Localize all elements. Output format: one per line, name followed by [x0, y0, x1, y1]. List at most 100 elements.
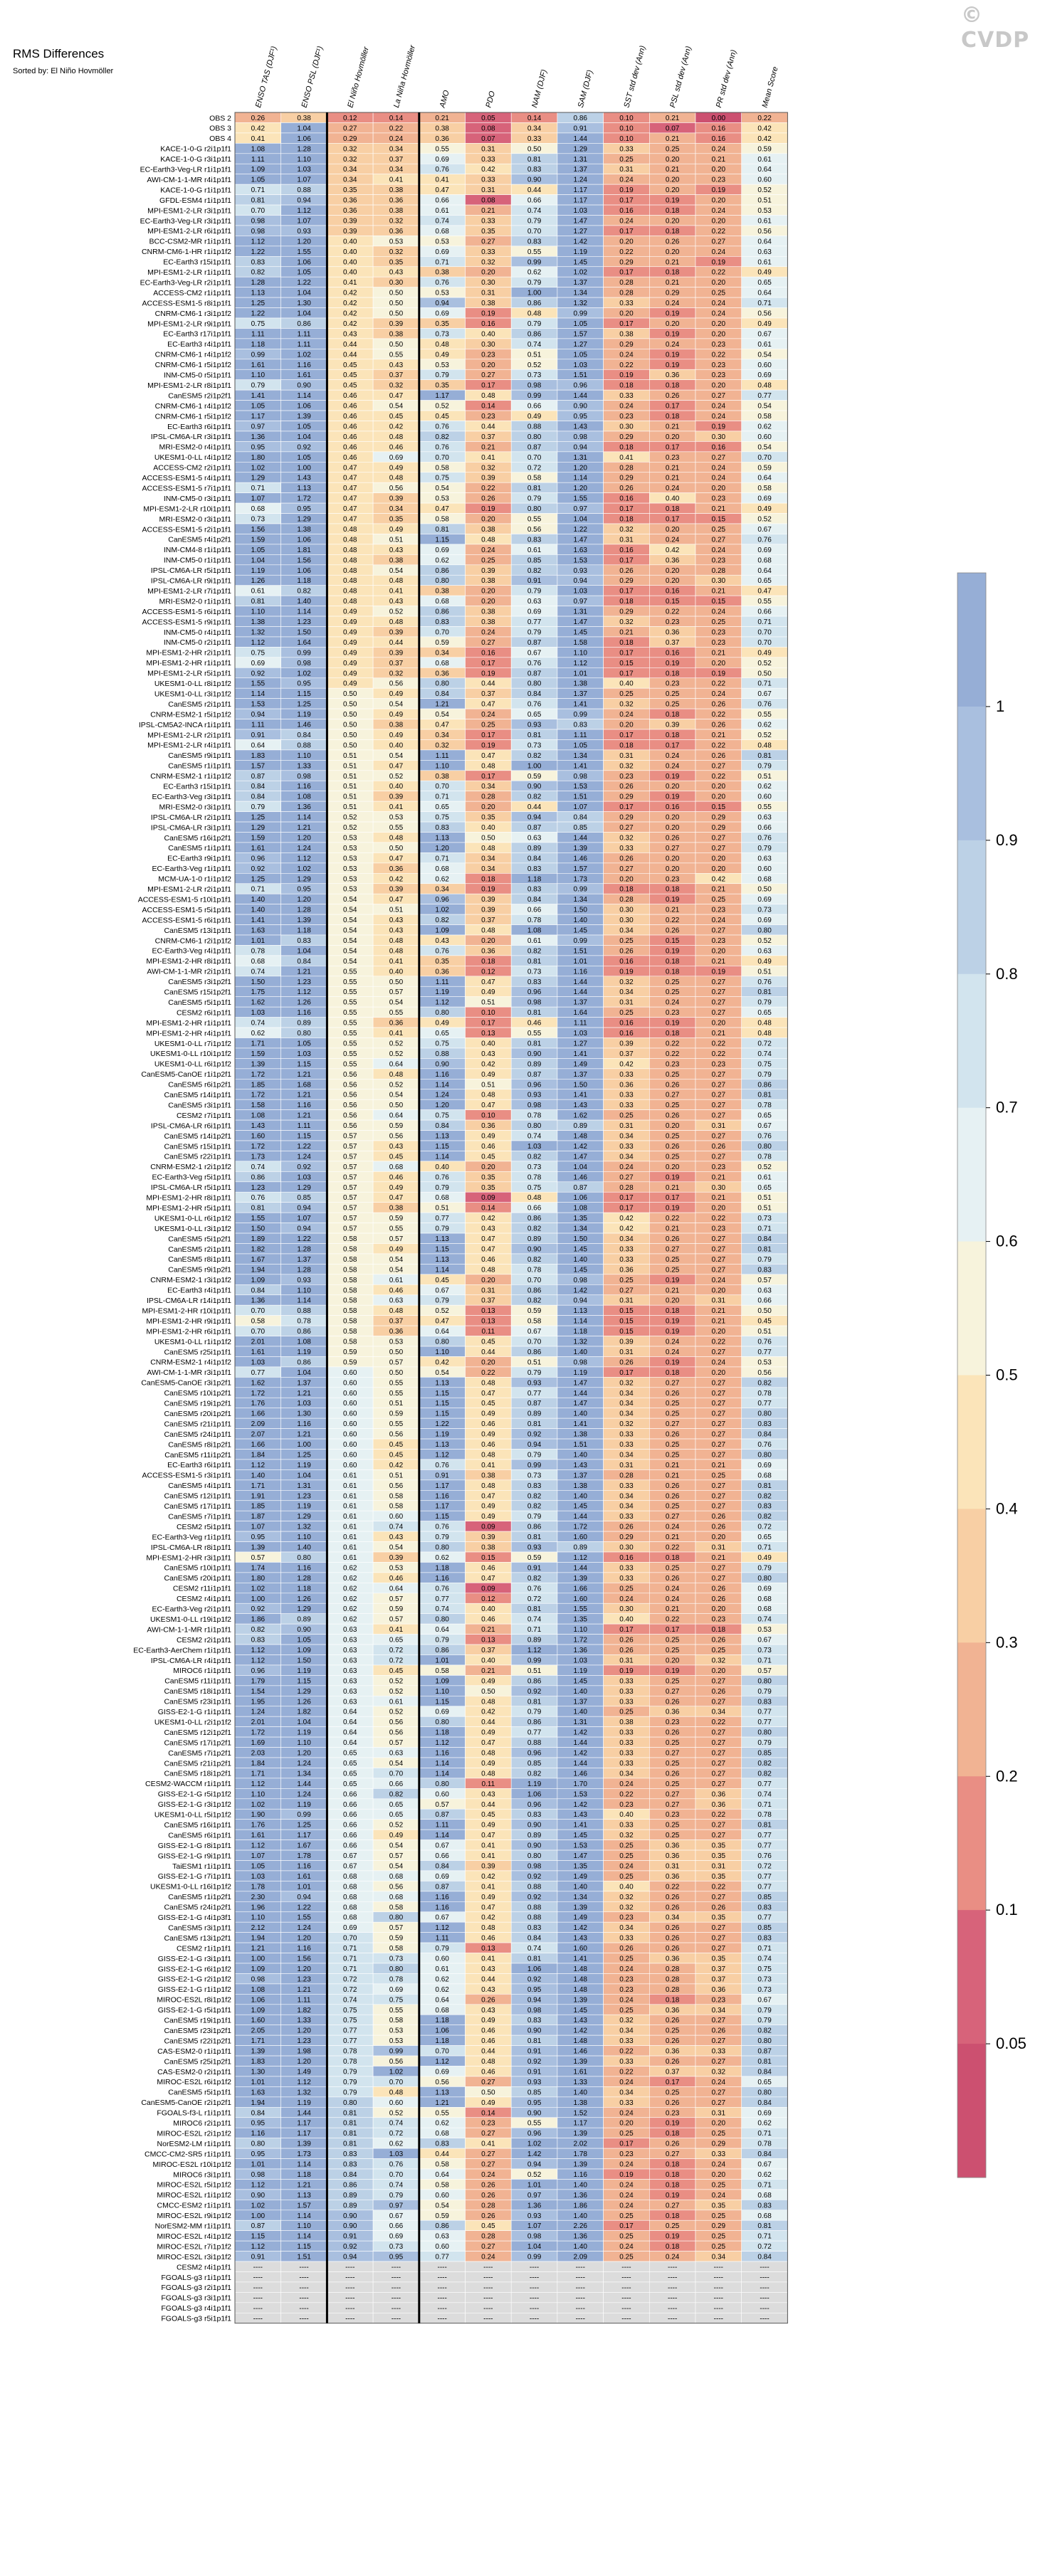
cell-value: 0.25	[666, 988, 680, 996]
cell-value: 0.40	[389, 968, 404, 976]
cell-value: 0.56	[389, 1883, 404, 1891]
cell-value: 0.80	[757, 1729, 772, 1737]
cell-value: 0.53	[343, 865, 357, 873]
cell-value: 0.79	[343, 2089, 357, 2096]
cell-value: 0.94	[297, 197, 311, 205]
cell-value: 0.33	[712, 2150, 726, 2158]
cell-value: 0.17	[619, 556, 634, 564]
cell-value: 0.41	[389, 176, 404, 184]
cell-value: 0.19	[619, 968, 634, 976]
cell-value: 0.22	[712, 1339, 726, 1346]
cell-value: 0.50	[343, 722, 357, 729]
cell-value: 0.70	[251, 1307, 266, 1315]
cell-value: 0.41	[481, 1842, 495, 1850]
cell-value: 0.68	[435, 2130, 449, 2138]
cell-value: 0.57	[389, 1616, 404, 1624]
cell-value: 1.19	[574, 248, 588, 256]
cell-value: 0.83	[527, 2017, 542, 2025]
cell-value: 0.90	[297, 382, 311, 390]
cell-value: 1.04	[297, 1369, 311, 1377]
cell-value: 0.19	[666, 793, 680, 801]
cell-value: 0.18	[666, 207, 680, 215]
cell-value: 0.27	[712, 1451, 726, 1459]
cell-value: 0.19	[666, 660, 680, 667]
cell-value: 0.35	[435, 382, 449, 390]
cell-value: 0.74	[251, 968, 266, 976]
cell-value: 0.33	[619, 2099, 634, 2107]
cell-value: 1.50	[297, 628, 311, 636]
cell-value: 1.46	[574, 1770, 588, 1778]
cell-value: 0.77	[527, 618, 542, 626]
cell-value: 0.20	[666, 1163, 680, 1171]
cell-value: 1.40	[297, 598, 311, 606]
cell-value: 0.25	[666, 1071, 680, 1079]
cell-value: 0.83	[251, 258, 266, 266]
row-label: IPSL-CM6A-LR r3i1p1f1	[151, 433, 231, 441]
cell-value: 0.30	[619, 1605, 634, 1613]
cell-value: 0.40	[666, 495, 680, 503]
cell-value: 1.11	[251, 330, 265, 338]
cell-value: 1.17	[297, 2120, 311, 2128]
cell-value: 0.63	[757, 947, 772, 955]
row-label: CanESM5 r21i1p2f1	[164, 1759, 231, 1768]
cell-value: 1.20	[297, 2058, 311, 2066]
row-label: UKESM1-0-LL r5i1p1f2	[154, 1811, 231, 1820]
cell-value: 0.19	[666, 1020, 680, 1028]
cell-value: 0.83	[527, 1482, 542, 1490]
cell-value: 0.57	[343, 1194, 357, 1202]
cell-value: 0.33	[712, 2048, 726, 2056]
cell-value: 1.19	[297, 1348, 311, 1356]
cell-value: 1.30	[251, 2068, 266, 2076]
cell-value: 0.84	[435, 690, 449, 698]
cell-value: 0.20	[481, 516, 495, 524]
cell-value: 1.59	[251, 536, 266, 544]
cell-value: 0.47	[481, 1492, 495, 1500]
cell-value: 0.91	[527, 577, 542, 585]
cell-value: 0.25	[712, 526, 726, 534]
row-label: GFDL-ESM4 r1i1p1f1	[159, 196, 231, 205]
cell-value: 0.60	[343, 1441, 357, 1449]
cell-value: 0.36	[389, 1328, 404, 1336]
cell-value: 0.20	[712, 1020, 726, 1028]
cell-value: 0.82	[757, 1379, 772, 1387]
cell-value: 0.66	[343, 1822, 357, 1830]
cell-value: 1.05	[297, 454, 311, 462]
cell-value: 0.25	[619, 1709, 634, 1716]
cell-value: 1.31	[574, 454, 588, 462]
row-label: CNRM-CM6-1 r4i1p1f2	[155, 402, 232, 411]
cell-value: 0.88	[297, 1307, 311, 1315]
cell-value: 0.39	[481, 907, 495, 914]
cell-value: 1.62	[251, 1379, 266, 1387]
cell-value: 0.41	[481, 1883, 495, 1891]
cell-value: 0.56	[435, 2079, 449, 2086]
cell-value: 0.28	[619, 896, 634, 904]
cell-value: 0.53	[757, 1358, 772, 1366]
cell-value: 0.16	[619, 958, 634, 966]
cell-value: 1.19	[297, 1801, 311, 1809]
cell-value: 0.34	[389, 145, 404, 153]
row-label: CanESM5 r10i1p2f1	[164, 1389, 231, 1398]
cell-value: 0.35	[481, 228, 495, 236]
cell-value: 0.47	[481, 1904, 495, 1911]
cell-value: 0.17	[481, 382, 495, 390]
cell-value: 0.71	[343, 1965, 357, 1973]
cell-value: 1.15	[297, 1060, 311, 1068]
cell-value: 0.48	[343, 536, 357, 544]
cell-value: 0.07	[481, 135, 495, 143]
cell-value: 0.73	[757, 1647, 772, 1654]
cell-value: 0.62	[343, 1616, 357, 1624]
cell-value: 1.29	[251, 824, 266, 832]
cell-value: 0.73	[757, 1975, 772, 1983]
cell-value: 1.60	[251, 2017, 266, 2025]
cell-value: 0.54	[435, 711, 449, 719]
cell-value: 0.33	[619, 1822, 634, 1830]
cell-value: 0.76	[527, 1585, 542, 1593]
cell-value: 1.50	[574, 1235, 588, 1243]
cell-value: 0.88	[527, 1914, 542, 1922]
cell-value: 1.50	[574, 1081, 588, 1089]
cell-value: 0.73	[757, 1215, 772, 1223]
cell-value: 0.58	[527, 1318, 542, 1326]
cell-value: 1.45	[574, 1245, 588, 1253]
cvdp-logo: © CVDP	[961, 3, 1045, 53]
cell-value: 0.57	[389, 1235, 404, 1243]
